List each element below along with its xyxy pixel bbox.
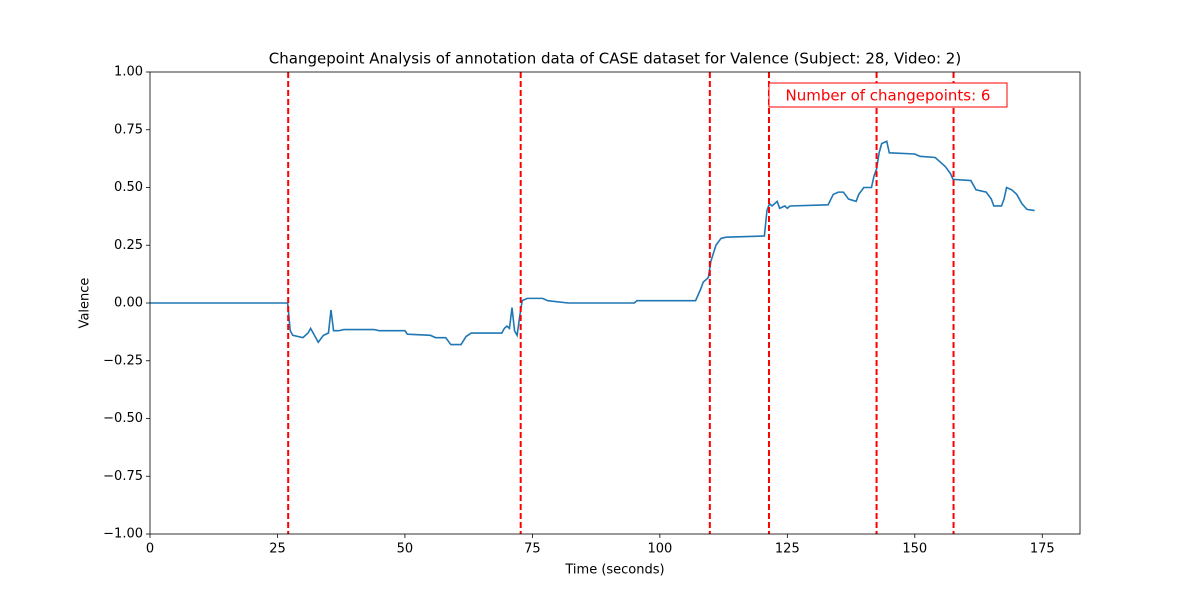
plot-frame <box>149 71 1081 535</box>
x-axis-label: Time (seconds) <box>564 563 664 578</box>
y-tick-label: −1.00 <box>103 527 143 542</box>
x-tick-label: 0 <box>146 542 154 557</box>
annotation-box <box>768 82 1008 108</box>
data-line <box>150 140 1035 346</box>
annotation: Number of changepoints: 6 <box>786 87 991 105</box>
y-tick-label: −0.25 <box>103 353 143 368</box>
x-tick-label: 125 <box>775 542 800 557</box>
y-axis-label: Valence <box>78 278 93 329</box>
y-tick-label: 0.00 <box>114 296 143 311</box>
chart-title: Changepoint Analysis of annotation data … <box>269 50 961 68</box>
y-tick-label: 0.75 <box>114 122 143 137</box>
x-tick-label: 150 <box>902 542 927 557</box>
y-tick-label: 0.50 <box>114 180 143 195</box>
x-tick-label: 175 <box>1030 542 1055 557</box>
y-tick-label: 0.25 <box>114 238 143 253</box>
x-tick-label: 100 <box>647 542 672 557</box>
x-tick-label: 25 <box>269 542 286 557</box>
x-tick-label: 75 <box>524 542 541 557</box>
y-tick-label: 1.00 <box>114 65 143 80</box>
y-tick-label: −0.75 <box>103 469 143 484</box>
x-tick-label: 50 <box>397 542 414 557</box>
y-tick-label: −0.50 <box>103 411 143 426</box>
